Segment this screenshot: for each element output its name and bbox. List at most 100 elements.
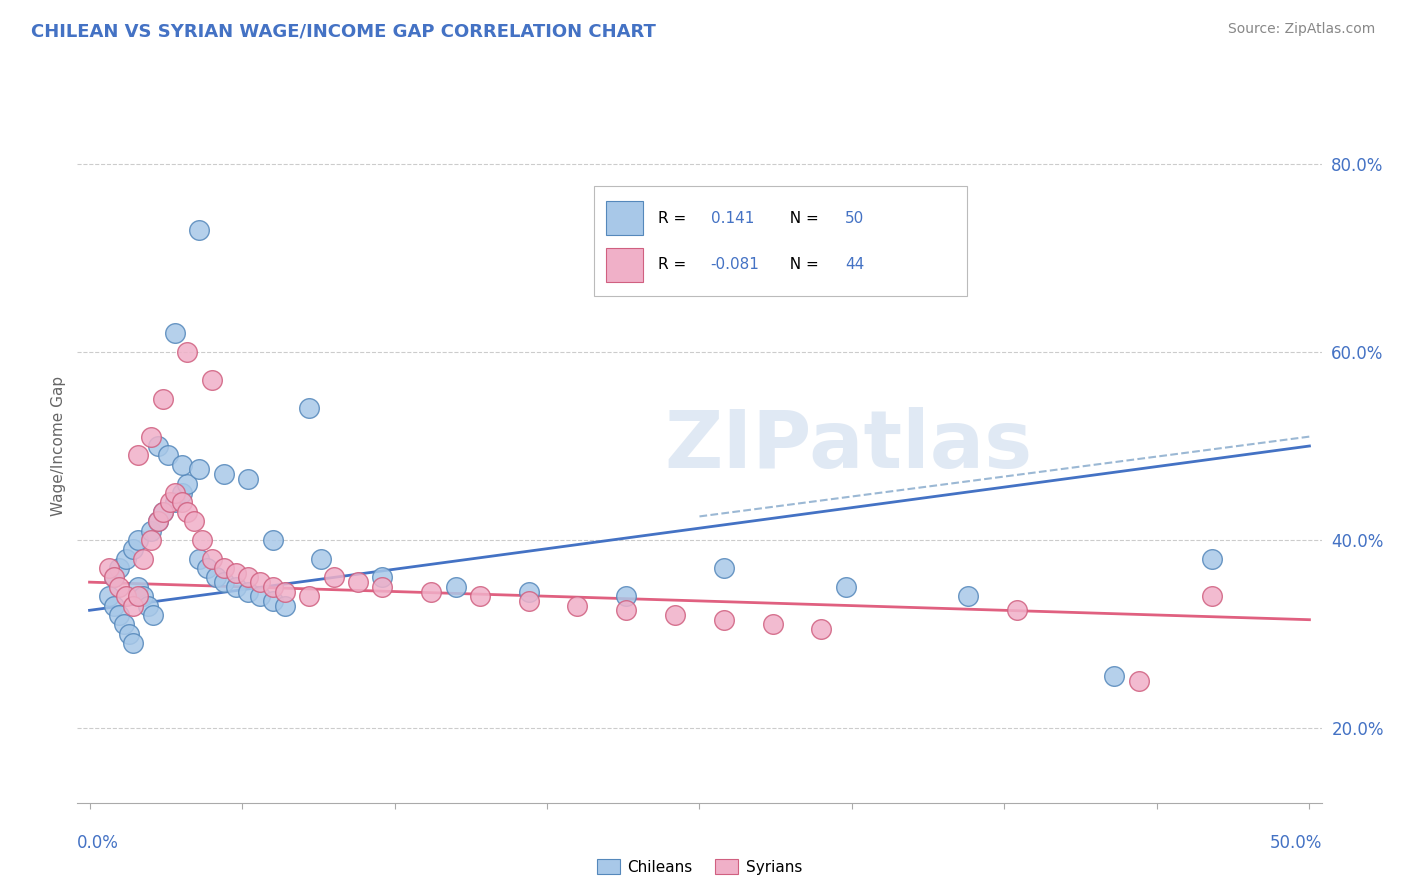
Text: 44: 44 bbox=[845, 257, 865, 271]
Point bbox=[98, 589, 121, 603]
Text: N =: N = bbox=[780, 211, 824, 226]
Point bbox=[139, 524, 162, 538]
Point bbox=[142, 607, 165, 622]
Point bbox=[127, 449, 149, 463]
Point bbox=[108, 561, 129, 575]
Point bbox=[236, 472, 259, 486]
Point bbox=[122, 636, 145, 650]
Point bbox=[298, 401, 321, 416]
Point bbox=[1104, 669, 1126, 683]
Point bbox=[172, 495, 194, 509]
Point bbox=[127, 589, 149, 603]
Text: 0.141: 0.141 bbox=[710, 211, 754, 226]
Point bbox=[298, 589, 321, 603]
FancyBboxPatch shape bbox=[593, 186, 967, 296]
Point bbox=[183, 514, 205, 528]
Point bbox=[146, 514, 169, 528]
Bar bbox=[606, 202, 644, 235]
Point bbox=[835, 580, 858, 594]
Point bbox=[176, 345, 198, 359]
Point bbox=[249, 589, 271, 603]
Point bbox=[146, 439, 169, 453]
Text: CHILEAN VS SYRIAN WAGE/INCOME GAP CORRELATION CHART: CHILEAN VS SYRIAN WAGE/INCOME GAP CORREL… bbox=[31, 22, 655, 40]
Point bbox=[236, 584, 259, 599]
Point bbox=[176, 476, 198, 491]
Point bbox=[713, 613, 735, 627]
Point bbox=[156, 449, 179, 463]
Point bbox=[444, 580, 467, 594]
Y-axis label: Wage/Income Gap: Wage/Income Gap bbox=[51, 376, 66, 516]
Point bbox=[122, 599, 145, 613]
Bar bbox=[606, 248, 644, 282]
Point bbox=[132, 589, 155, 603]
Point bbox=[122, 542, 145, 557]
Point bbox=[152, 505, 174, 519]
Point bbox=[108, 580, 129, 594]
Point bbox=[322, 570, 344, 584]
Point bbox=[810, 622, 832, 636]
Point bbox=[200, 373, 222, 387]
Point bbox=[371, 570, 394, 584]
Point bbox=[762, 617, 785, 632]
Point bbox=[139, 429, 162, 443]
Point bbox=[225, 566, 247, 580]
Point bbox=[1005, 603, 1028, 617]
Legend: Chileans, Syrians: Chileans, Syrians bbox=[591, 853, 808, 880]
Point bbox=[311, 551, 333, 566]
Text: 50: 50 bbox=[845, 211, 865, 226]
Point bbox=[117, 627, 139, 641]
Point bbox=[163, 495, 186, 509]
Point bbox=[172, 458, 194, 472]
Point bbox=[713, 561, 735, 575]
Point bbox=[212, 575, 235, 590]
Point bbox=[163, 326, 186, 341]
Point bbox=[98, 561, 121, 575]
Point bbox=[172, 486, 194, 500]
Point bbox=[195, 561, 218, 575]
Point bbox=[517, 594, 540, 608]
Text: 0.0%: 0.0% bbox=[77, 834, 120, 852]
Point bbox=[517, 584, 540, 599]
Point bbox=[188, 462, 211, 476]
Point bbox=[1201, 589, 1223, 603]
Point bbox=[132, 551, 155, 566]
Point bbox=[1201, 551, 1223, 566]
Text: Source: ZipAtlas.com: Source: ZipAtlas.com bbox=[1227, 22, 1375, 37]
Point bbox=[249, 575, 271, 590]
Point bbox=[274, 599, 297, 613]
Point bbox=[1128, 673, 1150, 688]
Point bbox=[152, 505, 174, 519]
Point bbox=[212, 467, 235, 482]
Point bbox=[146, 514, 169, 528]
Point bbox=[108, 607, 129, 622]
Point bbox=[112, 617, 135, 632]
Text: N =: N = bbox=[780, 257, 824, 271]
Point bbox=[127, 580, 149, 594]
Point bbox=[205, 570, 228, 584]
Point bbox=[236, 570, 259, 584]
Point bbox=[163, 486, 186, 500]
Text: -0.081: -0.081 bbox=[710, 257, 759, 271]
Text: R =: R = bbox=[658, 257, 692, 271]
Text: 50.0%: 50.0% bbox=[1270, 834, 1322, 852]
Point bbox=[262, 594, 284, 608]
Point bbox=[188, 223, 211, 237]
Point bbox=[614, 603, 637, 617]
Point bbox=[139, 533, 162, 547]
Point bbox=[200, 551, 222, 566]
Point bbox=[212, 561, 235, 575]
Point bbox=[274, 584, 297, 599]
Text: R =: R = bbox=[658, 211, 692, 226]
Point bbox=[262, 533, 284, 547]
Point bbox=[567, 599, 589, 613]
Point bbox=[420, 584, 443, 599]
Point bbox=[225, 580, 247, 594]
Text: ZIPatlas: ZIPatlas bbox=[665, 407, 1033, 485]
Point bbox=[188, 551, 211, 566]
Point bbox=[103, 570, 125, 584]
Point bbox=[347, 575, 370, 590]
Point bbox=[103, 599, 125, 613]
Point bbox=[152, 392, 174, 406]
Point bbox=[159, 495, 181, 509]
Point bbox=[103, 570, 125, 584]
